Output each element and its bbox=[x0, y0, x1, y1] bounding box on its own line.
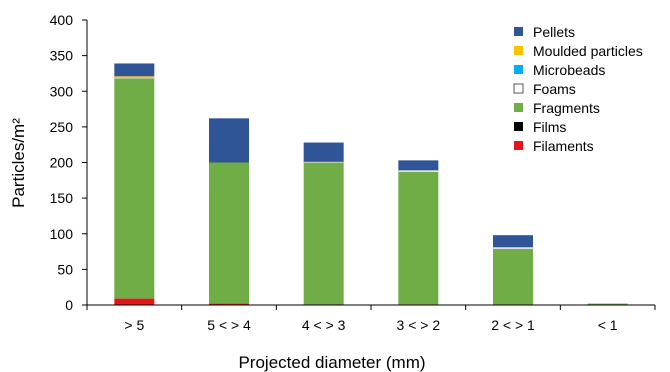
bar-segment-pellets bbox=[493, 235, 533, 248]
y-tick-label: 50 bbox=[57, 261, 73, 277]
bar-segment-moulded-particles bbox=[114, 76, 155, 78]
y-tick-label: 250 bbox=[50, 119, 74, 135]
bar-segment-fragments bbox=[114, 78, 155, 299]
x-tick-label: < 1 bbox=[598, 317, 618, 333]
legend-label: Filaments bbox=[533, 138, 594, 154]
legend-swatch bbox=[514, 65, 523, 74]
y-ticks-group: 0 50 100 150 200 250 300 350 400 bbox=[50, 12, 87, 313]
x-ticks-group: > 5 5 < > 4 4 < > 3 3 < > 2 2 < > 1 < 1 bbox=[86, 305, 656, 333]
bars-group bbox=[114, 63, 628, 305]
legend: Pellets Moulded particles Microbeads Foams F… bbox=[513, 24, 643, 154]
legend-label: Moulded particles bbox=[533, 43, 643, 59]
x-axis-title: Projected diameter (mm) bbox=[238, 353, 425, 372]
bar-segment-fragments bbox=[587, 303, 628, 305]
y-tick-label: 0 bbox=[65, 297, 73, 313]
bar-segment-fragments bbox=[209, 162, 249, 304]
legend-label: Microbeads bbox=[533, 62, 605, 78]
legend-swatch bbox=[514, 46, 523, 55]
y-tick-label: 200 bbox=[50, 155, 74, 171]
bar-segment-pellets bbox=[114, 63, 155, 77]
legend-swatch bbox=[514, 103, 523, 112]
x-tick-label: > 5 bbox=[124, 317, 144, 333]
legend-label: Films bbox=[533, 119, 566, 135]
y-tick-label: 400 bbox=[50, 12, 74, 28]
bar-segment-pellets bbox=[209, 118, 249, 163]
bar-segment-filaments bbox=[114, 298, 155, 305]
bar-segment-filaments bbox=[209, 303, 249, 305]
bar-segment-foams bbox=[303, 161, 344, 163]
y-tick-label: 300 bbox=[50, 83, 74, 99]
y-tick-label: 350 bbox=[50, 48, 74, 64]
legend-label: Pellets bbox=[533, 24, 575, 40]
bar-segment-foams bbox=[492, 247, 534, 249]
legend-swatch bbox=[514, 27, 523, 36]
x-tick-label: 2 < > 1 bbox=[491, 317, 535, 333]
legend-label: Fragments bbox=[533, 100, 600, 116]
legend-swatch bbox=[514, 141, 523, 150]
bar-segment-foams bbox=[114, 77, 155, 79]
bar-segment-foams bbox=[398, 170, 439, 172]
legend-label: Foams bbox=[533, 81, 576, 97]
y-axis-title: Particles/m² bbox=[9, 118, 28, 208]
legend-swatch bbox=[513, 83, 524, 94]
x-tick-label: 3 < > 2 bbox=[397, 317, 441, 333]
y-tick-label: 100 bbox=[50, 226, 74, 242]
bar-segment-fragments bbox=[303, 162, 344, 305]
x-tick-label: 5 < > 4 bbox=[207, 317, 251, 333]
legend-swatch bbox=[514, 122, 523, 131]
bar-segment-pellets bbox=[398, 160, 439, 171]
y-tick-label: 150 bbox=[50, 190, 74, 206]
bar-segment-fragments bbox=[493, 248, 533, 305]
bar-segment-pellets bbox=[303, 142, 344, 162]
bar-segment-fragments bbox=[398, 171, 439, 305]
x-tick-label: 4 < > 3 bbox=[302, 317, 346, 333]
